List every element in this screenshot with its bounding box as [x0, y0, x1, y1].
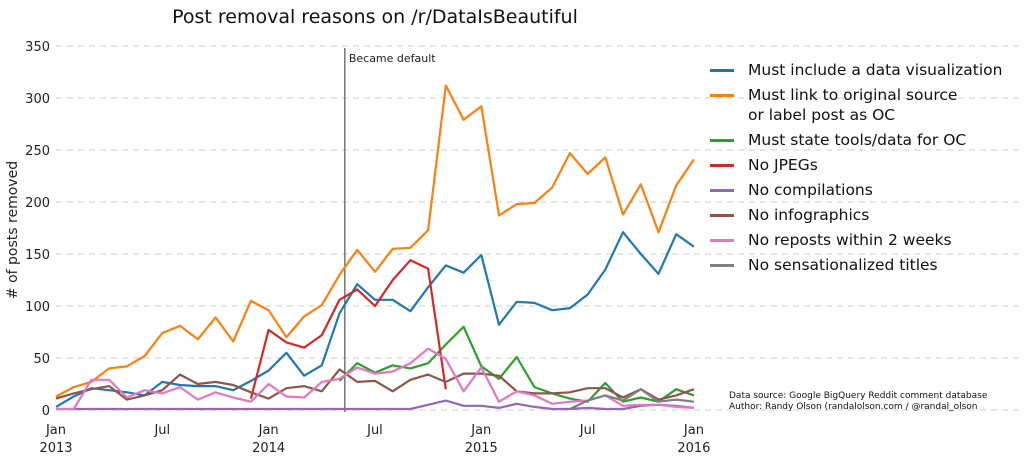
annotation-became-default: Became default	[344, 48, 436, 412]
legend-item: No compilations	[706, 180, 1002, 200]
credits: Data source: Google BigQuery Reddit comm…	[729, 391, 987, 413]
legend-item: No JPEGs	[706, 155, 1002, 175]
legend-item: No reposts within 2 weeks	[706, 230, 1002, 250]
x-tick-label: Jan	[258, 423, 279, 438]
x-axis-ticks: Jan 2013 Jul Jan 2014 Jul Jan 2015 Jul Jan 2016	[39, 423, 710, 456]
y-tick-label: 300	[25, 92, 50, 107]
series-line	[55, 84, 695, 398]
series-lines	[55, 84, 695, 411]
x-tick-year: 2015	[465, 441, 498, 456]
series-line	[338, 325, 695, 403]
author-note: Author: Randy Olson (randalolson.com / @…	[729, 402, 978, 412]
y-tick-label: 50	[33, 352, 50, 367]
legend-label: No sensationalized titles	[748, 256, 938, 274]
y-tick-label: 250	[25, 144, 50, 159]
legend-item: No infographics	[706, 205, 1002, 225]
legend-swatch	[710, 239, 734, 242]
legend-swatch	[710, 214, 734, 217]
series-line	[569, 388, 695, 410]
x-tick-year: 2014	[252, 441, 285, 456]
legend-swatch	[710, 189, 734, 192]
y-tick-label: 100	[25, 300, 50, 315]
data-source-note: Data source: Google BigQuery Reddit comm…	[729, 391, 988, 401]
legend-label: No infographics	[748, 206, 870, 224]
legend-swatch	[710, 264, 734, 267]
legend-label: No compilations	[748, 181, 873, 199]
legend-item: Must include a data visualization	[706, 60, 1002, 80]
legend-swatch	[710, 139, 734, 142]
legend-label: No reposts within 2 weeks	[748, 231, 952, 249]
legend-swatch	[710, 94, 734, 97]
legend-item: No sensationalized titles	[706, 255, 1002, 275]
legend-item: Must link to original source or label po…	[706, 85, 1002, 125]
legend-label: Must include a data visualization	[748, 61, 1003, 79]
y-tick-label: 200	[25, 196, 50, 211]
x-tick-label: Jul	[579, 423, 596, 438]
legend: Must include a data visualization Must li…	[706, 60, 1002, 280]
x-tick-label: Jul	[366, 423, 383, 438]
became-default-label: Became default	[349, 52, 436, 65]
legend-label: Must link to original source or label po…	[748, 86, 958, 124]
series-line	[249, 259, 447, 399]
legend-swatch	[710, 164, 734, 167]
legend-item: Must state tools/data for OC	[706, 130, 1002, 150]
chart-title: Post removal reasons on /r/DataIsBeautif…	[172, 6, 578, 28]
y-tick-label: 150	[25, 248, 50, 263]
x-tick-label: Jan	[683, 423, 704, 438]
legend-label: No JPEGs	[748, 156, 818, 174]
legend-swatch	[710, 69, 734, 72]
y-tick-label: 350	[25, 40, 50, 55]
x-tick-year: 2016	[677, 441, 710, 456]
series-line	[55, 368, 695, 401]
x-tick-label: Jan	[45, 423, 66, 438]
y-axis-ticks: 0 50 100 150 200 250 300 350	[25, 40, 50, 419]
series-line	[56, 399, 695, 411]
x-tick-year: 2013	[39, 441, 72, 456]
x-tick-label: Jul	[153, 423, 170, 438]
series-line	[55, 231, 695, 408]
x-tick-label: Jan	[470, 423, 491, 438]
y-tick-label: 0	[42, 404, 50, 419]
legend-label: Must state tools/data for OC	[748, 131, 967, 149]
y-axis-label: # of posts removed	[5, 161, 21, 299]
